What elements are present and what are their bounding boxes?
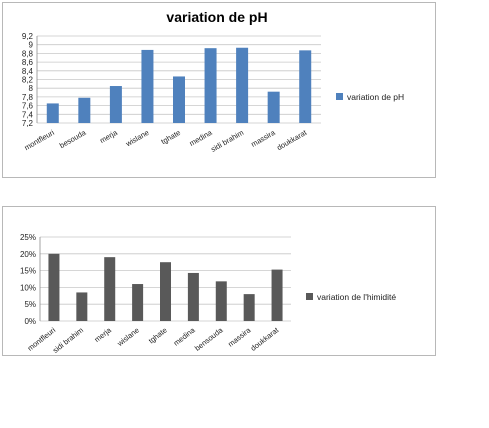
ph-legend-swatch	[336, 93, 343, 100]
ph-category-label: doukkarat	[275, 127, 309, 152]
ph-category-label: sidi brahim	[209, 128, 245, 154]
humidity-legend: variation de l'himidité	[306, 292, 396, 302]
ph-y-tick-label: 9	[29, 41, 34, 50]
ph-legend: variation de pH	[336, 92, 404, 102]
humidity-category-label: tghate	[147, 325, 169, 345]
ph-bar	[173, 76, 185, 123]
humidity-category-label: wislane	[115, 325, 141, 348]
ph-category-labels: montfleuri besouda merja wislane tghate medin…	[23, 127, 309, 153]
ph-category-label: tghate	[159, 128, 182, 146]
ph-bar	[78, 97, 91, 123]
ph-bar	[109, 86, 122, 123]
humidity-category-label: doukkarat	[249, 325, 281, 353]
humidity-bar	[48, 253, 60, 321]
ph-bar	[141, 49, 154, 123]
ph-chart-title: variation de pH	[166, 9, 267, 25]
humidity-category-label: sidi brahim	[51, 325, 85, 354]
ph-y-tick-label: 7,8	[22, 93, 34, 102]
ph-category-label: montfleuri	[23, 128, 56, 152]
humidity-chart-panel: 0% 5% 10% 15% 20% 25% montfleuri sidi brahim me…	[2, 206, 436, 356]
ph-bar	[299, 50, 312, 124]
ph-bar	[236, 47, 249, 124]
humidity-bars	[48, 253, 283, 321]
ph-y-tick-labels: 7,27,47,67,888,28,48,68,899,2	[22, 32, 34, 128]
humidity-bar	[132, 284, 144, 321]
ph-chart: variation de pH 7,27,47,67,888,28,48,68,…	[22, 9, 404, 154]
humidity-y-tick-labels: 0% 5% 10% 15% 20% 25%	[20, 233, 36, 326]
ph-bar	[204, 48, 217, 123]
ph-y-tick-label: 7,4	[22, 110, 34, 119]
ph-category-label: massira	[249, 128, 277, 149]
humidity-y-tick-label: 10%	[20, 283, 36, 292]
humidity-bar	[76, 292, 88, 321]
ph-bar	[267, 91, 280, 123]
humidity-bar	[160, 262, 171, 321]
humidity-y-tick-label: 15%	[20, 267, 36, 276]
humidity-category-label: merja	[93, 325, 114, 344]
ph-y-tick-label: 7,2	[22, 119, 34, 128]
ph-chart-panel: variation de pH 7,2 7,4 7,6 7,8 8 8,2 8,4 8,6 8,…	[2, 2, 436, 178]
ph-y-tick-label: 8,8	[22, 49, 34, 58]
humidity-legend-label: variation de l'himidité	[317, 292, 396, 302]
ph-bars	[46, 47, 312, 124]
ph-y-tick-label: 8,6	[22, 58, 34, 67]
ph-legend-label: variation de pH	[347, 92, 404, 102]
humidity-bar	[271, 269, 283, 321]
humidity-bar	[187, 272, 199, 321]
ph-y-tick-label: 7,6	[22, 102, 34, 111]
humidity-legend-swatch	[306, 293, 313, 300]
humidity-y-tick-label: 0%	[24, 317, 36, 326]
ph-category-label: merja	[98, 128, 119, 146]
ph-bar	[46, 103, 59, 123]
ph-category-label: wislane	[123, 128, 150, 149]
ph-y-tick-label: 8,2	[22, 76, 34, 85]
humidity-y-tick-label: 20%	[20, 250, 36, 259]
humidity-y-tick-label: 5%	[24, 300, 36, 309]
humidity-bar	[215, 281, 227, 321]
humidity-bar	[104, 257, 116, 321]
ph-y-tick-label: 8	[29, 84, 34, 93]
humidity-y-tick-label: 25%	[20, 233, 36, 242]
ph-y-tick-label: 9,2	[22, 32, 34, 41]
ph-category-label: besouda	[58, 128, 88, 151]
humidity-bar	[243, 294, 255, 321]
ph-y-tick-label: 8,4	[22, 67, 34, 76]
humidity-category-label: bensouda	[193, 325, 225, 353]
